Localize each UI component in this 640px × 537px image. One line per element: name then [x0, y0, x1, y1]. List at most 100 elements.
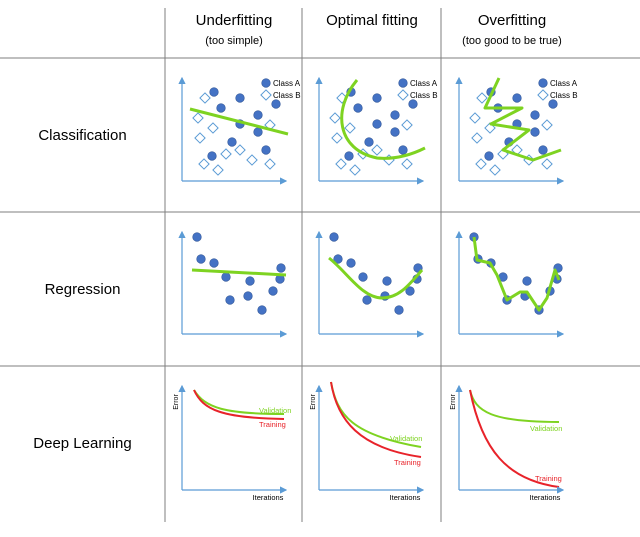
class-a-point — [538, 145, 548, 155]
data-point — [243, 291, 253, 301]
class-a-point — [530, 127, 540, 137]
validation-label: Validation — [390, 434, 422, 443]
decision-boundary — [483, 77, 562, 162]
class-a-point — [372, 119, 382, 129]
class-b-point — [489, 164, 501, 176]
legend-class-a-marker — [398, 78, 408, 88]
legend-class-a-label: Class A — [550, 79, 578, 88]
classification-axes — [455, 76, 565, 185]
deep-learning-labels: Error Iterations Validation Training — [173, 394, 291, 502]
class-b-point — [199, 92, 211, 104]
training-label: Training — [535, 474, 562, 483]
classification-axes — [315, 76, 425, 185]
class-a-point — [398, 145, 408, 155]
row-label-classification: Classification — [38, 127, 127, 144]
class-a-point — [207, 151, 217, 161]
class-a-point — [353, 103, 363, 113]
decision-boundary — [189, 107, 289, 136]
class-points: Class A Class B — [329, 78, 438, 176]
regression-axes — [315, 230, 425, 338]
class-b-point — [192, 112, 204, 124]
validation-curve — [469, 389, 560, 423]
data-point — [192, 232, 202, 242]
iterations-axis-label: Iterations — [530, 493, 561, 502]
data-point — [209, 258, 219, 268]
data-points — [469, 232, 563, 315]
legend-class-a-label: Class A — [410, 79, 438, 88]
class-b-point — [371, 144, 383, 156]
data-points — [329, 232, 423, 315]
deep-learning-underfitting-panel — [193, 389, 285, 420]
data-point — [221, 272, 231, 282]
class-a-point — [216, 103, 226, 113]
data-point — [358, 272, 368, 282]
class-a-point — [372, 93, 382, 103]
error-axis-label: Error — [450, 394, 457, 410]
data-point — [394, 305, 404, 315]
class-a-point — [408, 99, 418, 109]
class-a-point — [512, 93, 522, 103]
data-point — [268, 286, 278, 296]
deep-learning-overfitting-panel — [469, 389, 560, 488]
deep-learning-optimal-panel — [330, 381, 422, 458]
class-b-point — [194, 132, 206, 144]
fit-line — [191, 268, 287, 277]
training-curve — [330, 381, 422, 458]
validation-label: Validation — [530, 424, 562, 433]
data-point — [245, 276, 255, 286]
error-axis-label: Error — [310, 394, 317, 410]
legend-class-b-marker — [397, 89, 409, 101]
data-points — [192, 232, 286, 315]
data-point — [329, 232, 339, 242]
legend-class-a-label: Class A — [273, 79, 301, 88]
training-label: Training — [259, 420, 286, 429]
class-a-point — [253, 110, 263, 120]
deep-learning-labels: Error Iterations Validation Training — [310, 394, 422, 502]
row-label-deep-learning: Deep Learning — [33, 435, 132, 452]
class-b-point — [475, 158, 487, 170]
class-b-point — [331, 132, 343, 144]
regression-optimal-panel — [328, 232, 424, 315]
legend-class-b-marker — [260, 89, 272, 101]
class-a-point — [484, 151, 494, 161]
validation-label: Validation — [259, 406, 291, 415]
data-point — [225, 295, 235, 305]
classification-underfitting-panel: Class A Class B — [189, 78, 301, 176]
regression-overfitting-panel — [469, 232, 563, 315]
class-a-point — [253, 127, 263, 137]
deep-learning-axes — [315, 384, 425, 494]
fit-line — [472, 236, 561, 312]
class-a-point — [530, 110, 540, 120]
class-a-point — [390, 127, 400, 137]
column-title: Overfitting — [477, 12, 547, 29]
data-point — [522, 276, 532, 286]
column-subtitle: (too good to be true) — [462, 35, 562, 47]
training-curve — [469, 389, 560, 488]
class-b-point — [541, 119, 553, 131]
class-b-point — [220, 148, 232, 160]
class-b-point — [246, 154, 258, 166]
class-a-point — [235, 93, 245, 103]
column-title: Underfitting — [195, 12, 273, 29]
row-label-regression: Regression — [44, 281, 121, 298]
deep-learning-labels: Error Iterations Validation Training — [450, 394, 562, 502]
class-b-point — [264, 158, 276, 170]
class-a-point — [227, 137, 237, 147]
legend-class-b-marker — [537, 89, 549, 101]
regression-axes — [178, 230, 288, 338]
class-b-point — [349, 164, 361, 176]
class-a-point — [271, 99, 281, 109]
classification-optimal-panel: Class A Class B — [329, 78, 438, 176]
legend-class-a-marker — [261, 78, 271, 88]
data-point — [257, 305, 267, 315]
class-b-point — [344, 122, 356, 134]
classification-axes — [178, 76, 288, 185]
class-b-point — [234, 144, 246, 156]
class-b-point — [212, 164, 224, 176]
legend-class-b-label: Class B — [550, 91, 578, 100]
class-points: Class A Class B — [469, 78, 578, 176]
class-b-point — [469, 112, 481, 124]
